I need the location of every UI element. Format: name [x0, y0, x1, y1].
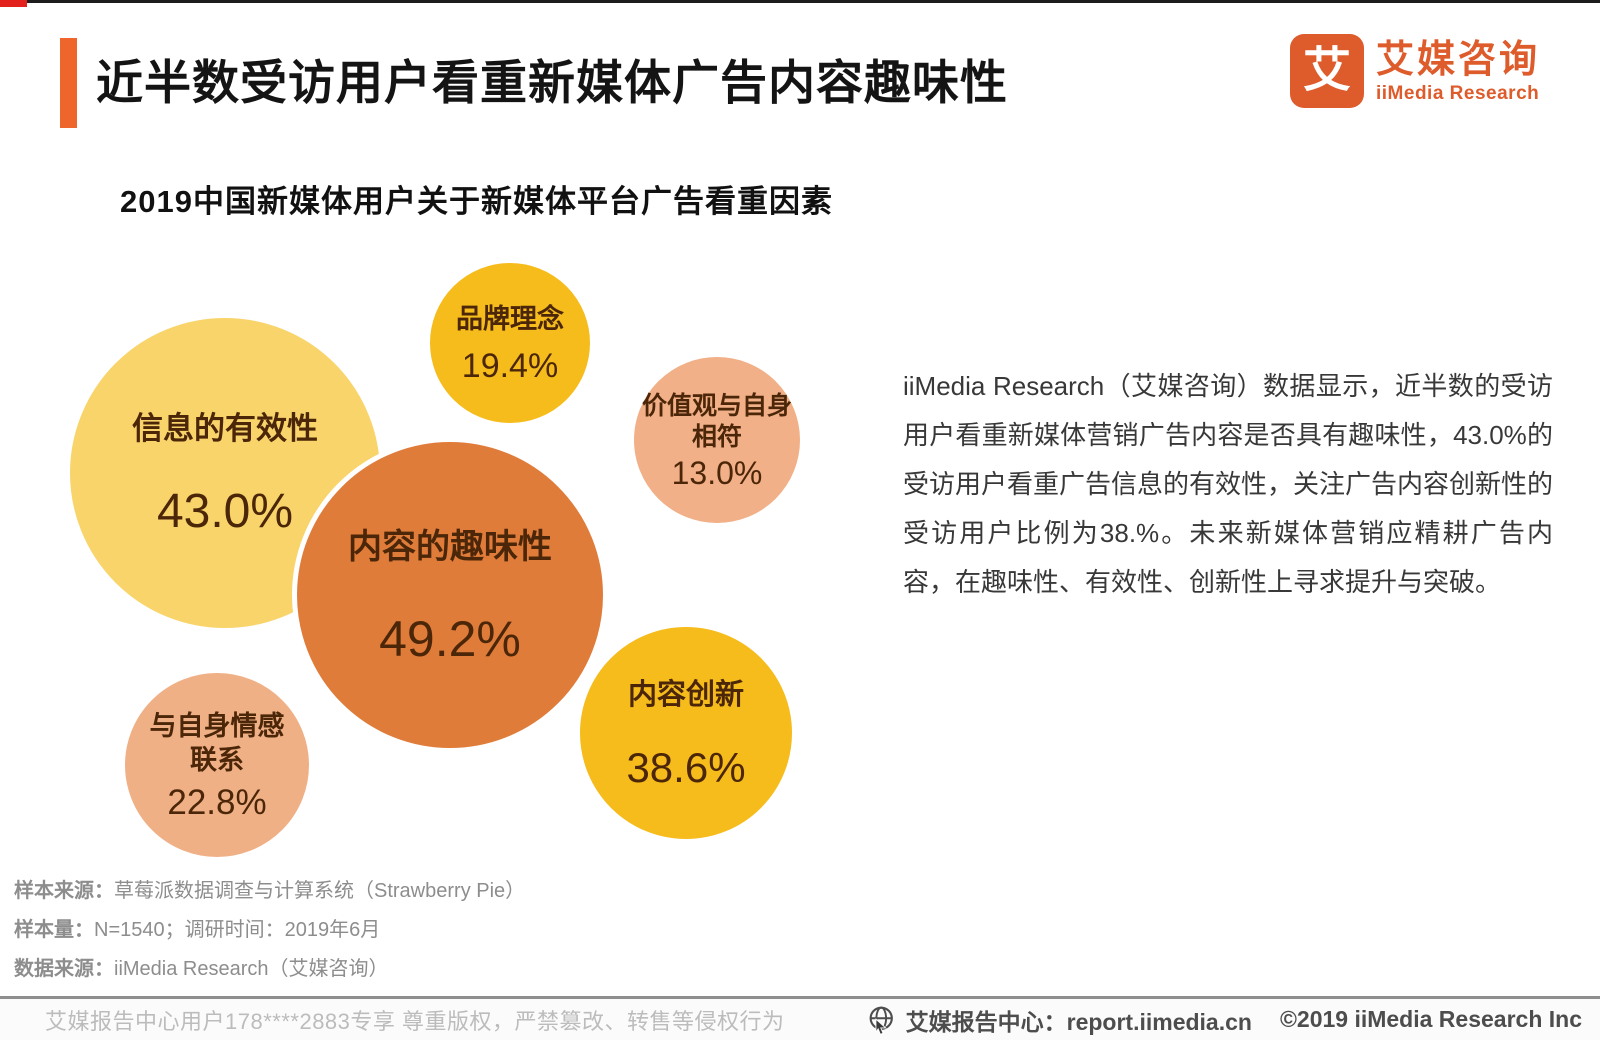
iimedia-logo: 艾 艾媒咨询 iiMedia Research [1290, 34, 1540, 108]
bubble-brand-concept: 品牌理念 19.4% [425, 258, 595, 428]
title-accent-bar [60, 38, 77, 128]
source-data-origin: 数据来源：iiMedia Research（艾媒咨询） [14, 950, 525, 989]
bubble-values-match: 价值观与自身相符 13.0% [629, 352, 805, 528]
bubble-value: 19.4% [461, 346, 559, 385]
top-edge-line [0, 0, 1600, 3]
bubble-emotional-connection: 与自身情感联系 22.8% [120, 668, 314, 862]
bubble-label: 价值观与自身相符 [641, 391, 792, 451]
bubble-value: 38.6% [626, 744, 746, 792]
analysis-paragraph: iiMedia Research（艾媒咨询）数据显示，近半数的受访用户看重新媒体… [903, 371, 1554, 597]
source-sample-size: 样本量：N=1540；调研时间：2019年6月 [14, 911, 525, 950]
source-sample-origin: 样本来源：草莓派数据调查与计算系统（Strawberry Pie） [14, 872, 525, 911]
bubble-chart: 信息的有效性 43.0% 与自身情感联系 22.8% 品牌理念 19.4% 价值… [0, 0, 830, 900]
bubble-content-innovation: 内容创新 38.6% [575, 622, 797, 844]
page-title: 近半数受访用户看重新媒体广告内容趣味性 [96, 56, 1008, 109]
footer-right: 艾媒报告中心：report.iimedia.cn ©2019 iiMedia R… [868, 1003, 1582, 1037]
bubble-label: 内容创新 [627, 678, 744, 711]
footer-copyright: ©2019 iiMedia Research Inc [1279, 1006, 1582, 1032]
logo-mark-icon: 艾 [1290, 34, 1364, 108]
source-label: 数据来源： [14, 958, 114, 980]
footer-report-center: 艾媒报告中心：report.iimedia.cn [905, 1008, 1252, 1035]
top-red-mark [0, 0, 27, 7]
source-label: 样本量： [14, 919, 94, 941]
chart-title: 2019中国新媒体用户关于新媒体平台广告看重因素 [120, 184, 833, 219]
bubble-label: 信息的有效性 [132, 410, 318, 446]
footer-watermark: 艾媒报告中心用户178****2883专享 尊重版权，严禁篡改、转售等侵权行为 [45, 1008, 785, 1034]
source-label: 样本来源： [14, 880, 114, 902]
bubble-label: 内容的趣味性 [348, 527, 552, 566]
bubble-value: 22.8% [167, 783, 267, 823]
source-value: iiMedia Research（艾媒咨询） [114, 958, 389, 980]
globe-cursor-icon [869, 1006, 893, 1035]
logo-text: 艾媒咨询 iiMedia Research [1376, 34, 1540, 106]
footer-bar: 艾媒报告中心用户178****2883专享 尊重版权，严禁篡改、转售等侵权行为 … [0, 996, 1600, 1040]
bubble-content-fun: 内容的趣味性 49.2% [292, 437, 608, 753]
source-value: N=1540；调研时间：2019年6月 [94, 919, 381, 941]
bubble-value: 43.0% [156, 485, 294, 539]
bubble-label: 品牌理念 [456, 304, 564, 335]
bubble-label: 与自身情感联系 [149, 710, 285, 775]
logo-brand-cn: 艾媒咨询 [1376, 39, 1541, 81]
bubble-value: 13.0% [671, 455, 763, 492]
logo-brand-en: iiMedia Research [1376, 83, 1540, 104]
sources-block: 样本来源：草莓派数据调查与计算系统（Strawberry Pie） 样本量：N=… [14, 872, 525, 989]
bubble-value: 49.2% [379, 611, 521, 668]
source-value: 草莓派数据调查与计算系统（Strawberry Pie） [114, 880, 526, 902]
